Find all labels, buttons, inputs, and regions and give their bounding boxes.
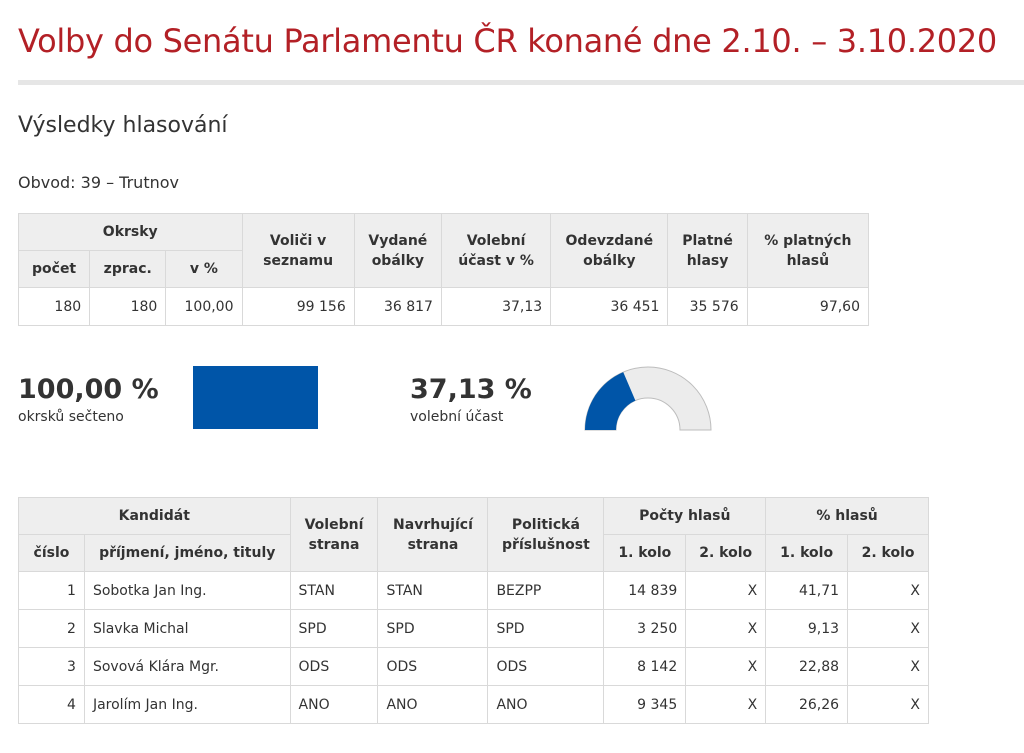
cell-jmeno: Sobotka Jan Ing. [83, 571, 291, 610]
cell-hlasy-kolo1: 9 345 [603, 685, 687, 724]
header-volici: Voliči v seznamu [241, 213, 355, 288]
candidates-table: Kandidát Volební strana Navrhující stran… [18, 497, 929, 724]
cell-navrhujici-strana: SPD [377, 609, 489, 648]
header-politicka: Politická příslušnost [487, 497, 605, 572]
candidate-row: 3 Sovová Klára Mgr. ODS ODS ODS 8 142 X … [18, 647, 929, 686]
title-divider [18, 80, 1024, 85]
cell-navrhujici-strana: STAN [377, 571, 489, 610]
header-ucast: Volební účast v % [440, 213, 552, 288]
cell-cislo: 4 [18, 685, 85, 724]
cell-jmeno: Jarolím Jan Ing. [83, 685, 291, 724]
cell-navrhujici-strana: ANO [377, 685, 489, 724]
processed-label: okrsků sečteno [18, 409, 124, 425]
header-pct-hlasu: % hlasů [765, 497, 929, 535]
cell-pct-kolo2: X [847, 571, 929, 610]
header-pocty-hlasu: Počty hlasů [603, 497, 767, 535]
cell-hlasy-kolo1: 8 142 [603, 647, 687, 686]
cell-navrhujici-strana: ODS [377, 647, 489, 686]
header-cislo: číslo [18, 534, 85, 572]
header-platne: Platné hlasy [667, 213, 748, 288]
cell-hlasy-kolo2: X [685, 647, 767, 686]
cell-cislo: 3 [18, 647, 85, 686]
cell-cislo: 2 [18, 609, 85, 648]
header-pct-kolo2: 2. kolo [847, 534, 929, 572]
header-volebni-strana: Volební strana [289, 497, 379, 572]
cell-pct-kolo1: 22,88 [765, 647, 849, 686]
cell-volici: 99 156 [241, 287, 355, 326]
cell-pct-kolo2: X [847, 647, 929, 686]
header-vydane: Vydané obálky [353, 213, 442, 288]
cell-hlasy-kolo1: 3 250 [603, 609, 687, 648]
turnout-label: volební účast [410, 409, 504, 425]
cell-v-pct: 100,00 [165, 287, 243, 326]
cell-hlasy-kolo2: X [685, 571, 767, 610]
cell-pct-kolo1: 9,13 [765, 609, 849, 648]
turnout-gauge [584, 366, 712, 431]
processed-bar [193, 366, 318, 429]
cell-pocet: 180 [17, 287, 91, 326]
cell-politicka: ODS [487, 647, 605, 686]
header-navrhujici-strana: Navrhující strana [377, 497, 489, 572]
header-zprac: zprac. [89, 250, 167, 288]
header-odevzdane: Odevzdané obálky [550, 213, 669, 288]
header-pct-kolo1: 1. kolo [765, 534, 849, 572]
cell-volebni-strana: ODS [289, 647, 379, 686]
candidate-row: 4 Jarolím Jan Ing. ANO ANO ANO 9 345 X 2… [18, 685, 929, 724]
header-kandidat: Kandidát [18, 497, 291, 535]
header-hlasy-kolo1: 1. kolo [603, 534, 687, 572]
header-pocet: počet [17, 250, 91, 288]
header-jmeno: příjmení, jméno, tituly [83, 534, 291, 572]
candidate-row: 2 Slavka Michal SPD SPD SPD 3 250 X 9,13… [18, 609, 929, 648]
district-label: Obvod: 39 – Trutnov [18, 173, 179, 192]
cell-hlasy-kolo2: X [685, 609, 767, 648]
page-title: Volby do Senátu Parlamentu ČR konané dne… [18, 22, 997, 60]
cell-hlasy-kolo2: X [685, 685, 767, 724]
cell-platne: 35 576 [667, 287, 748, 326]
turnout-gauge-fill [585, 372, 636, 430]
header-okrsky: Okrsky [18, 213, 243, 251]
cell-hlasy-kolo1: 14 839 [603, 571, 687, 610]
turnout-percentage: 37,13 % [410, 374, 532, 405]
cell-politicka: ANO [487, 685, 605, 724]
cell-volebni-strana: STAN [289, 571, 379, 610]
cell-cislo: 1 [18, 571, 85, 610]
header-pct-platnych: % platných hlasů [746, 213, 870, 288]
header-hlasy-kolo2: 2. kolo [685, 534, 767, 572]
cell-pct-platnych: 97,60 [746, 287, 870, 326]
cell-pct-kolo1: 26,26 [765, 685, 849, 724]
section-title: Výsledky hlasování [18, 113, 228, 138]
cell-zprac: 180 [89, 287, 167, 326]
cell-ucast: 37,13 [440, 287, 552, 326]
processed-percentage: 100,00 % [18, 374, 159, 405]
summary-table: Okrsky Voliči v seznamu Vydané obálky Vo… [17, 213, 870, 326]
candidate-row: 1 Sobotka Jan Ing. STAN STAN BEZPP 14 83… [18, 571, 929, 610]
cell-volebni-strana: ANO [289, 685, 379, 724]
cell-volebni-strana: SPD [289, 609, 379, 648]
cell-pct-kolo1: 41,71 [765, 571, 849, 610]
summary-row: 180 180 100,00 99 156 36 817 37,13 36 45… [17, 287, 870, 326]
cell-vydane: 36 817 [353, 287, 442, 326]
cell-politicka: BEZPP [487, 571, 605, 610]
cell-odevzdane: 36 451 [550, 287, 669, 326]
cell-jmeno: Sovová Klára Mgr. [83, 647, 291, 686]
cell-pct-kolo2: X [847, 609, 929, 648]
cell-jmeno: Slavka Michal [83, 609, 291, 648]
cell-politicka: SPD [487, 609, 605, 648]
cell-pct-kolo2: X [847, 685, 929, 724]
header-v-pct: v % [165, 250, 243, 288]
